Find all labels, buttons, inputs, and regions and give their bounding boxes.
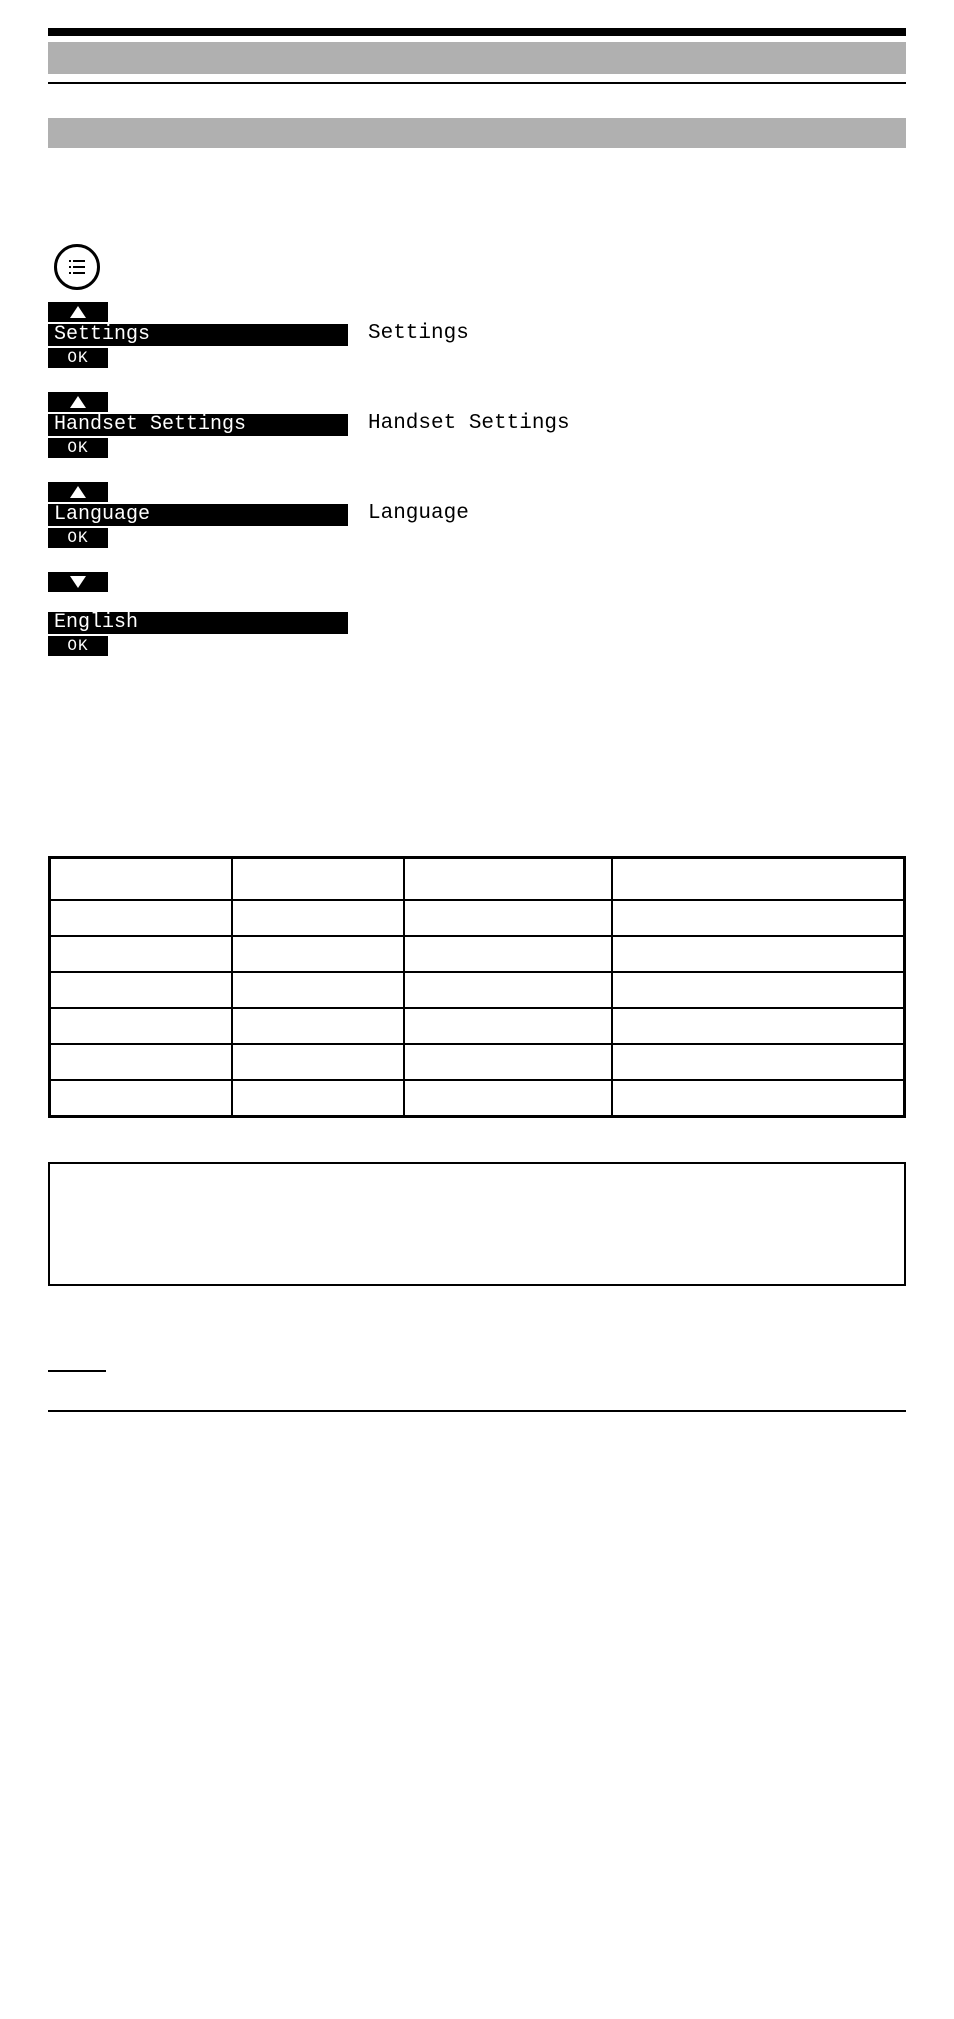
table-header-cell bbox=[232, 858, 404, 901]
step-2-desc: Handset Settings bbox=[368, 392, 906, 435]
section-grey-bar bbox=[48, 118, 906, 148]
table-cell bbox=[612, 1008, 905, 1044]
table-cell bbox=[50, 936, 233, 972]
triangle-up-icon bbox=[70, 486, 86, 498]
table-cell bbox=[50, 1080, 233, 1117]
up-arrow-button[interactable] bbox=[48, 482, 108, 502]
table-header-cell bbox=[50, 858, 233, 901]
menu-icon bbox=[54, 244, 100, 290]
table-cell bbox=[50, 972, 233, 1008]
ok-button[interactable]: OK bbox=[48, 348, 108, 368]
table-cell bbox=[232, 900, 404, 936]
table bbox=[48, 856, 906, 1118]
step-3-desc: Language bbox=[368, 482, 906, 525]
table-cell bbox=[232, 936, 404, 972]
up-arrow-button[interactable] bbox=[48, 392, 108, 412]
selected-handset-settings: Handset Settings bbox=[48, 414, 348, 436]
step-2: Handset Settings OK Handset Settings bbox=[48, 392, 906, 458]
up-arrow-button[interactable] bbox=[48, 302, 108, 322]
note-box bbox=[48, 1162, 906, 1286]
table-row bbox=[50, 1008, 905, 1044]
table-header-cell bbox=[612, 858, 905, 901]
table-row bbox=[50, 972, 905, 1008]
table-cell bbox=[232, 972, 404, 1008]
table-cell bbox=[404, 1080, 612, 1117]
step-3: Language OK Language bbox=[48, 482, 906, 548]
table-header-row bbox=[50, 858, 905, 901]
table-cell bbox=[232, 1008, 404, 1044]
table-row bbox=[50, 1044, 905, 1080]
triangle-up-icon bbox=[70, 396, 86, 408]
ok-button[interactable]: OK bbox=[48, 438, 108, 458]
table-cell bbox=[50, 900, 233, 936]
table-cell bbox=[404, 972, 612, 1008]
table-cell bbox=[612, 900, 905, 936]
bottom-rule bbox=[48, 1410, 906, 1412]
table-row bbox=[50, 1080, 905, 1117]
list-icon bbox=[67, 257, 87, 277]
table-cell bbox=[404, 936, 612, 972]
down-arrow-button[interactable] bbox=[48, 572, 108, 592]
header-thin-rule bbox=[48, 82, 906, 84]
top-rule bbox=[48, 28, 906, 36]
table-row bbox=[50, 900, 905, 936]
selected-language: Language bbox=[48, 504, 348, 526]
table-cell bbox=[612, 936, 905, 972]
ok-button[interactable]: OK bbox=[48, 528, 108, 548]
table-cell bbox=[50, 1008, 233, 1044]
footer-mark bbox=[48, 1370, 106, 1372]
table-cell bbox=[232, 1044, 404, 1080]
table-header-cell bbox=[404, 858, 612, 901]
selected-english: English bbox=[48, 612, 348, 634]
ok-button[interactable]: OK bbox=[48, 636, 108, 656]
table-cell bbox=[612, 972, 905, 1008]
manual-page: Settings OK Settings Handset Settings OK… bbox=[0, 0, 954, 2019]
table-cell bbox=[404, 1044, 612, 1080]
table-cell bbox=[404, 1008, 612, 1044]
triangle-up-icon bbox=[70, 306, 86, 318]
step-1-desc: Settings bbox=[368, 302, 906, 345]
table-row bbox=[50, 936, 905, 972]
reference-table bbox=[48, 856, 906, 1118]
header-grey-bar bbox=[48, 42, 906, 74]
selected-settings: Settings bbox=[48, 324, 348, 346]
procedure-steps: Settings OK Settings Handset Settings OK… bbox=[48, 244, 906, 656]
step-4: English OK bbox=[48, 572, 906, 656]
table-cell bbox=[404, 900, 612, 936]
table-cell bbox=[232, 1080, 404, 1117]
triangle-down-icon bbox=[70, 576, 86, 588]
table-cell bbox=[612, 1080, 905, 1117]
step-1: Settings OK Settings bbox=[48, 302, 906, 368]
table-cell bbox=[50, 1044, 233, 1080]
table-cell bbox=[612, 1044, 905, 1080]
